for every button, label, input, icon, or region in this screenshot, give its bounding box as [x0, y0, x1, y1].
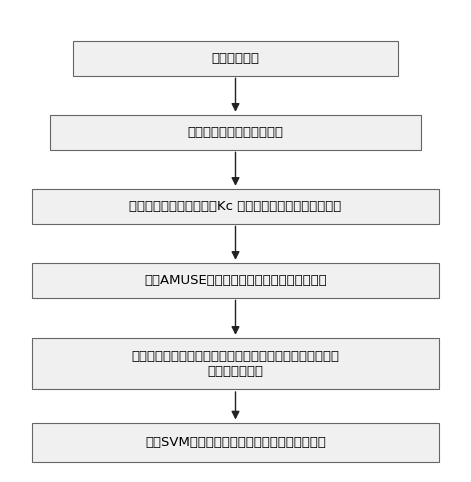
FancyBboxPatch shape — [32, 423, 439, 462]
Text: 分析提取时频空域特征参数，基于加权最大相关最小冗余算
法实现特征选择: 分析提取时频空域特征参数，基于加权最大相关最小冗余算 法实现特征选择 — [131, 349, 340, 377]
Text: 基于AMUSE算法求得脑电奇异值分解矩阵参数: 基于AMUSE算法求得脑电奇异值分解矩阵参数 — [144, 274, 327, 287]
FancyBboxPatch shape — [32, 189, 439, 224]
FancyBboxPatch shape — [50, 115, 421, 149]
FancyBboxPatch shape — [73, 41, 398, 76]
Text: 对脑电信号进行数据预处理: 对脑电信号进行数据预处理 — [187, 126, 284, 139]
FancyBboxPatch shape — [32, 338, 439, 389]
Text: 采集脑电信号: 采集脑电信号 — [211, 52, 260, 65]
FancyBboxPatch shape — [32, 263, 439, 298]
Text: 从预处理后数据中提提取Kc 复杂度、近似熵、小波熵特征: 从预处理后数据中提提取Kc 复杂度、近似熵、小波熵特征 — [130, 200, 341, 213]
Text: 基于SVM分类器实现时频空域多参数融合与分类: 基于SVM分类器实现时频空域多参数融合与分类 — [145, 436, 326, 449]
